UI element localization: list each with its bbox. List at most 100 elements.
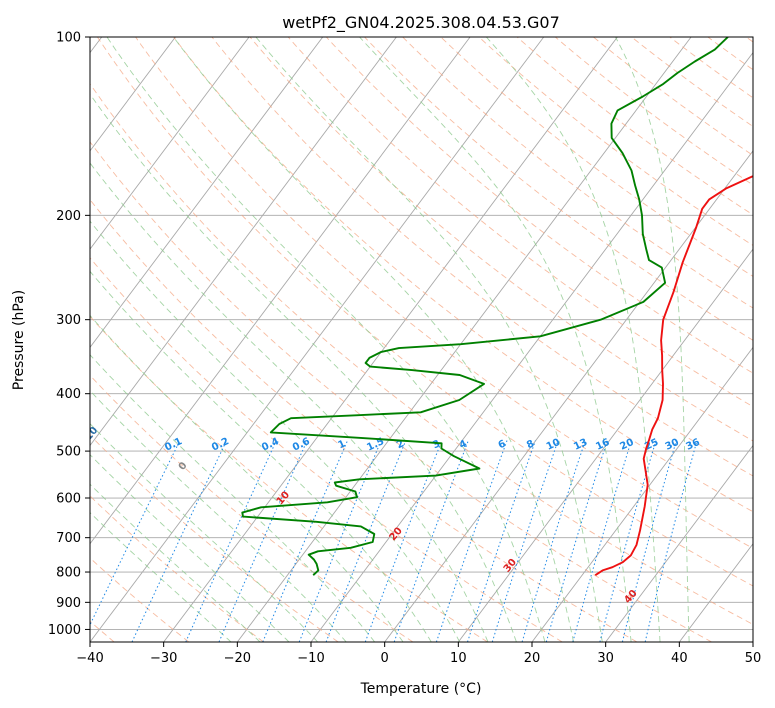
dry-adiabat-line	[90, 315, 488, 642]
y-tick-label: 1000	[48, 623, 81, 638]
x-tick-label: −10	[297, 651, 324, 666]
isotherm-line	[236, 37, 692, 642]
moist-adiabat-line	[90, 511, 232, 642]
dry-adiabat-line	[90, 141, 712, 642]
dry-adiabat-line	[402, 37, 753, 309]
isotherm-line	[90, 37, 397, 447]
y-tick-label: 500	[56, 445, 81, 460]
isotherm-line	[457, 248, 753, 642]
mixing-ratio-line	[599, 440, 657, 642]
mixing-ratio-line	[393, 440, 469, 642]
x-tick-label: 0	[381, 651, 389, 666]
isotherm-line	[90, 37, 545, 642]
isotherm-line	[163, 37, 618, 642]
moist-adiabat-line	[90, 354, 376, 642]
axes: −40 −30 −20 −10 0 10 20 30 40 50 100 200 300 400 500 60…	[48, 31, 761, 667]
dry-adiabat-line	[90, 257, 563, 642]
moist-adiabat-line	[90, 454, 290, 642]
plot-frame	[89, 36, 754, 643]
y-axis-title: Pressure (hPa)	[11, 290, 27, 390]
dry-adiabat-line	[478, 37, 753, 246]
y-tick-label: 700	[56, 531, 81, 546]
moist-adiabat-line	[90, 270, 432, 642]
dry-adiabat-label: -20	[0, 396, 15, 417]
mixing-ratio-line	[435, 440, 508, 642]
dry-adiabat-line	[440, 37, 753, 277]
x-tick-label: −20	[224, 651, 251, 666]
dry-adiabat-line	[516, 37, 753, 216]
dry-adiabat-line	[249, 37, 753, 442]
isotherm-line	[90, 37, 324, 349]
x-tick-label: 10	[450, 651, 467, 666]
x-axis-title: Temperature (°C)	[360, 681, 482, 697]
y-tick-label: 400	[56, 387, 81, 402]
moist-adiabat-line	[485, 37, 661, 642]
moist-adiabat-line	[90, 423, 319, 642]
dry-adiabat-line	[90, 495, 264, 642]
moist-adiabat-line	[90, 483, 261, 642]
chart-title: wetPf2_GN04.2025.308.04.53.G07	[282, 13, 560, 33]
dry-adiabat-line	[364, 37, 753, 341]
mixing-ratio-label: 8	[525, 438, 536, 451]
dry-adiabat-line	[90, 374, 414, 642]
y-tick-label: 200	[56, 209, 81, 224]
mixing-ratio-label: 30	[664, 437, 681, 453]
moist-adiabat-line	[173, 37, 575, 642]
mixing-ratio-line	[521, 440, 586, 642]
x-tick-label: 30	[597, 651, 614, 666]
mixing-ratio-line	[90, 440, 181, 626]
isotherm-line	[752, 641, 753, 642]
moist-adiabat-line	[255, 37, 603, 642]
y-tick-label: 800	[56, 566, 81, 581]
isotherm-line	[605, 444, 753, 642]
mixing-ratio-line	[572, 440, 632, 642]
dry-adiabat-line	[90, 83, 753, 625]
mixing-ratio-label: 4	[458, 438, 469, 451]
moist-adiabat-line	[106, 37, 546, 642]
dry-adiabat-line	[97, 37, 753, 587]
x-tick-label: −40	[76, 651, 103, 666]
temperature-line	[594, 175, 753, 576]
isotherm-line	[531, 346, 753, 642]
mixing-ratio-label: 25	[643, 437, 660, 453]
moist-adiabat-line	[90, 93, 517, 642]
dry-adiabat-line	[325, 37, 753, 374]
moist-adiabat-line	[90, 162, 489, 642]
dry-adiabat-line	[173, 37, 753, 513]
mixing-ratio-label: 2	[395, 438, 406, 451]
isotherm-line	[90, 37, 250, 250]
mixing-ratio-line	[262, 440, 348, 642]
mixing-ratio-line	[545, 440, 608, 642]
isotherm-line	[90, 37, 176, 152]
y-tick-label: 300	[56, 313, 81, 328]
moist-adiabat-line	[90, 220, 461, 642]
dry-adiabat-label: -10	[80, 425, 100, 446]
isotherm-line	[90, 37, 471, 545]
mixing-ratio-line	[185, 440, 277, 642]
mixing-ratio-label: 13	[572, 437, 589, 453]
x-tick-label: 40	[671, 651, 688, 666]
mixing-ratio-label: 1	[336, 438, 347, 451]
mixing-ratio-label: 20	[618, 437, 635, 453]
mixing-ratio-label: 16	[594, 437, 611, 453]
y-tick-label: 900	[56, 596, 81, 611]
mixing-ratio-label: 10	[545, 437, 562, 453]
mixing-ratio-line	[491, 440, 559, 642]
isotherm-line	[310, 51, 753, 642]
dry-adiabat-line	[135, 37, 753, 549]
y-tick-label: 100	[56, 31, 81, 46]
mixing-ratio-line	[621, 440, 677, 642]
y-tick-label: 600	[56, 492, 81, 507]
dry-adiabat-line	[287, 37, 753, 408]
moist-adiabat-line	[359, 37, 632, 642]
isotherm-line	[384, 150, 753, 642]
plot-background	[90, 37, 753, 642]
x-tick-label: 50	[745, 651, 762, 666]
plot-area: 0.10.20.40.611.52346810131620253036-100-…	[0, 37, 753, 642]
mixing-ratio-label: 6	[497, 438, 508, 451]
mixing-ratio-label: 3	[431, 438, 442, 451]
moist-adiabat-line	[90, 390, 347, 642]
mixing-ratio-line	[644, 440, 698, 642]
moist-adiabat-line	[90, 314, 404, 642]
